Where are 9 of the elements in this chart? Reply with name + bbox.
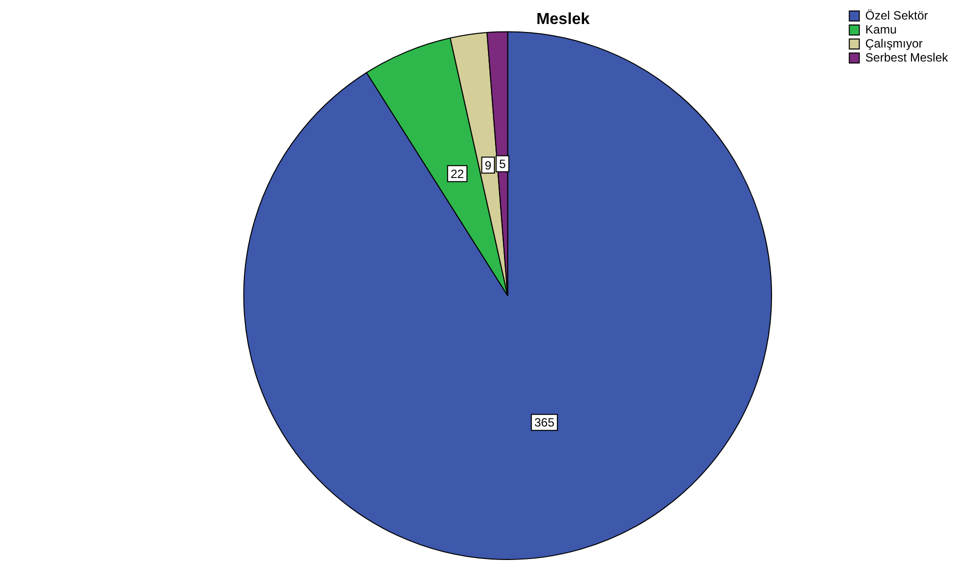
data-label: 5	[499, 157, 506, 172]
legend-label: Çalışmıyor	[865, 36, 923, 50]
data-label: 365	[534, 416, 555, 430]
chart-title: Meslek	[536, 11, 590, 28]
legend-label: Özel Sektör	[865, 8, 928, 22]
legend-label: Serbest Meslek	[865, 50, 949, 64]
data-label: 22	[450, 166, 464, 181]
legend-label: Kamu	[865, 22, 897, 36]
data-label: 9	[484, 158, 492, 172]
